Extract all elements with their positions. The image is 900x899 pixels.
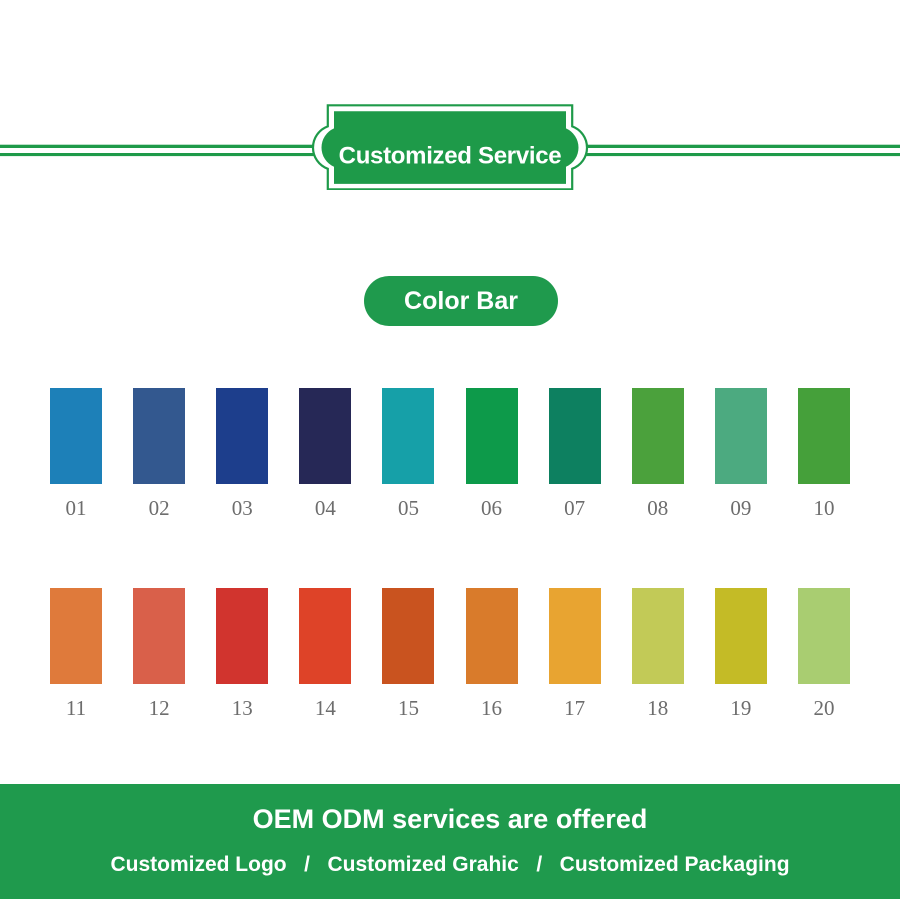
svg-text:Customized Service: Customized Service	[339, 143, 562, 170]
